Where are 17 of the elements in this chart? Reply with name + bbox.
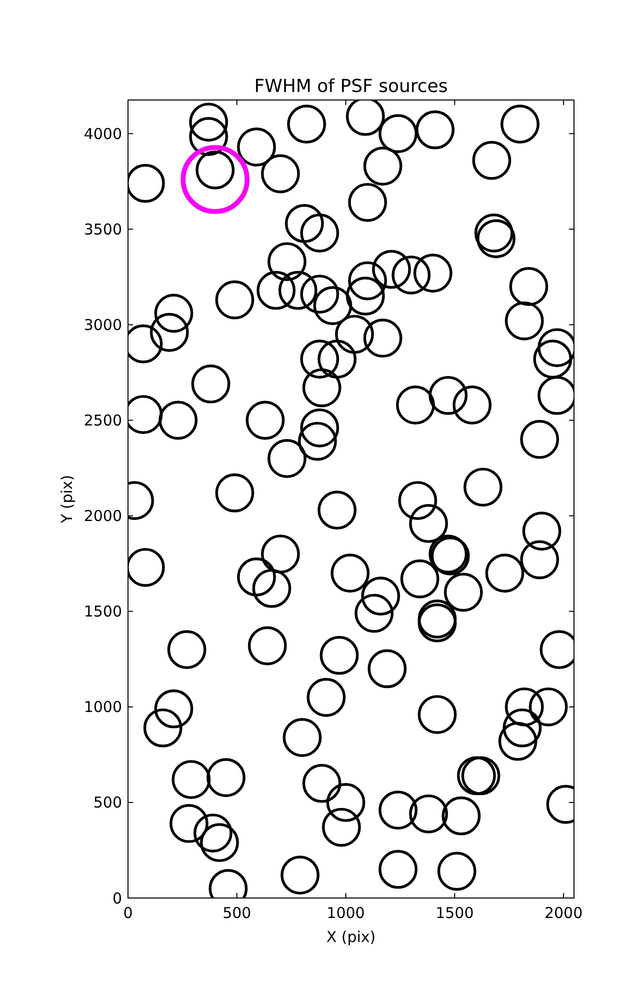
y-tick-label: 500 xyxy=(93,794,122,812)
y-tick-label: 3500 xyxy=(84,220,122,238)
x-tick-label: 2000 xyxy=(544,904,583,922)
y-tick-label: 1000 xyxy=(84,698,122,716)
x-tick-label: 500 xyxy=(222,904,252,922)
x-tick-label: 0 xyxy=(123,904,133,922)
x-tick-label: 1000 xyxy=(326,904,365,922)
y-tick-label: 2000 xyxy=(84,507,122,526)
x-axis-title: X (pix) xyxy=(326,928,376,946)
y-tick-label: 1500 xyxy=(84,602,122,621)
y-tick-label: 3000 xyxy=(84,316,122,334)
y-tick-label: 2500 xyxy=(84,412,122,430)
y-tick-label: 0 xyxy=(112,889,122,908)
x-tick-label: 1500 xyxy=(436,904,474,922)
y-axis-title: Y (pix) xyxy=(58,474,76,524)
chart-title: FWHM of PSF sources xyxy=(254,76,448,97)
y-tick-label: 4000 xyxy=(84,124,122,143)
